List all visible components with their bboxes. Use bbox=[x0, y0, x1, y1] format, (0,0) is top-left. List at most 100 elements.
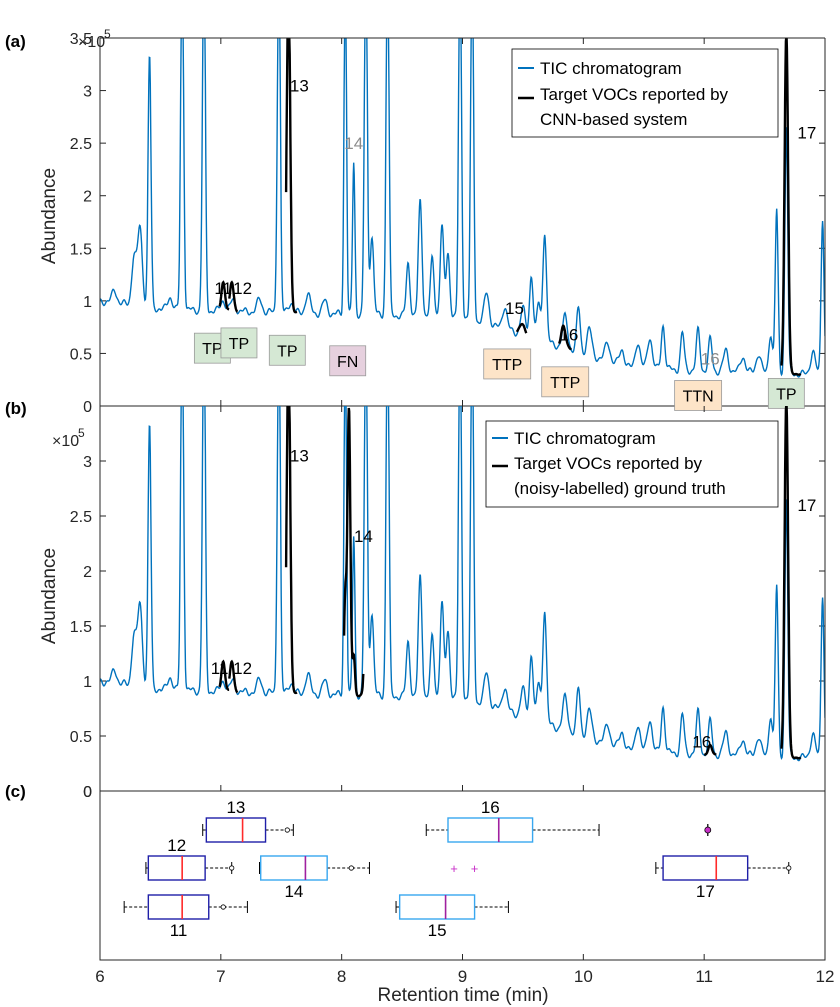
tag-box-ttp bbox=[541, 366, 590, 398]
x-tick-label: 6 bbox=[95, 967, 104, 986]
x-tick-label: 12 bbox=[816, 967, 835, 986]
panel-a-peak-labels: 11 12 13 14 15 16 16 17 bbox=[214, 76, 816, 368]
panel-a-exponent-power: 5 bbox=[104, 27, 111, 41]
peak-label: 16 bbox=[701, 350, 720, 369]
y-tick-label: 1 bbox=[83, 674, 92, 691]
peak-label: 17 bbox=[797, 124, 816, 143]
tag-box-fn bbox=[329, 345, 367, 377]
y-tick-label: 3 bbox=[83, 84, 92, 101]
box-rect bbox=[447, 817, 534, 843]
box-outlier-plus: + bbox=[471, 861, 479, 876]
panel-a-legend-box bbox=[511, 48, 779, 138]
peak-label: 11 bbox=[214, 279, 232, 298]
peak-label: 12 bbox=[233, 659, 252, 678]
tag-label-tp: TP bbox=[277, 343, 297, 360]
box-rect bbox=[147, 894, 210, 920]
tag-label-fn: FN bbox=[337, 354, 358, 371]
y-tick-label: 1.5 bbox=[70, 241, 92, 258]
panel-a-classification-tags: TP TP TP FN TTP TTP TTN TP bbox=[193, 327, 805, 411]
box-outlier bbox=[348, 865, 354, 871]
x-tick-label: 11 bbox=[695, 967, 713, 986]
tag-label-ttp: TTP bbox=[492, 357, 522, 374]
panel-a-legend: TIC chromatogram Target VOCs reported by… bbox=[511, 48, 779, 138]
peak-label: 13 bbox=[290, 76, 309, 95]
target-voc-segment bbox=[218, 280, 230, 311]
target-voc-segment bbox=[703, 743, 717, 756]
x-tick-label: 10 bbox=[574, 967, 593, 986]
tag-label-tp: TP bbox=[202, 341, 222, 358]
panel-c-plot-area: 0 13 16 12 14 + +17 11 15 bbox=[83, 784, 826, 961]
y-tick-label: 1 bbox=[83, 294, 92, 311]
x-tick-label: 9 bbox=[458, 967, 467, 986]
peak-label: 12 bbox=[233, 279, 252, 298]
panel-a-legend-target-1: Target VOCs reported by bbox=[540, 85, 729, 104]
y-tick-label: 0.5 bbox=[70, 729, 92, 746]
panel-b-tag: (b) bbox=[5, 399, 27, 418]
panel-a: (a) Abundance ×10 5 00.511.522.533.5 11 1… bbox=[5, 27, 826, 416]
tag-box-tp bbox=[268, 334, 306, 366]
y-tick-label: 0 bbox=[83, 399, 92, 416]
box-outlier bbox=[229, 865, 235, 871]
target-voc-segment bbox=[228, 280, 239, 313]
panel-a-legend-tic: TIC chromatogram bbox=[540, 59, 682, 78]
x-tick-label: 8 bbox=[337, 967, 346, 986]
tag-label-ttp: TTP bbox=[550, 375, 580, 392]
panel-b-yticks: 0 0.5 1 1.5 2 2.5 3 bbox=[70, 454, 825, 801]
panel-b-exponent-base: ×10 bbox=[52, 433, 79, 450]
y-tick-label: 2.5 bbox=[70, 136, 92, 153]
tag-box-tp bbox=[220, 327, 258, 359]
peak-label: 14 bbox=[344, 134, 363, 153]
peak-label: 15 bbox=[505, 299, 524, 318]
target-voc-segment bbox=[284, 406, 298, 695]
target-voc-segment bbox=[284, 38, 298, 314]
panel-b-ylabel: Abundance bbox=[39, 548, 60, 644]
y-tick-label: 2.5 bbox=[70, 509, 92, 526]
peak-label: 13 bbox=[290, 447, 309, 466]
box-rect bbox=[147, 855, 206, 881]
target-voc-segment bbox=[780, 406, 802, 760]
panel-b-exponent: ×10 5 bbox=[52, 426, 85, 450]
x-axis-label: Retention time (min) bbox=[377, 985, 548, 1006]
box-label: 15 bbox=[428, 921, 447, 940]
target-voc-segment bbox=[515, 322, 528, 334]
panel-b-legend-target-2: (noisy-labelled) ground truth bbox=[514, 479, 726, 498]
panel-c: (c) 0 13 16 12 14 + +17 11 15 6 7 8 9 10 11 12 Retenti… bbox=[5, 782, 834, 1006]
box-label: 16 bbox=[481, 798, 500, 817]
tag-label-tp: TP bbox=[776, 386, 796, 403]
panel-c-y-zero: 0 bbox=[83, 784, 92, 801]
box-outlier bbox=[284, 827, 290, 833]
peak-label: 16 bbox=[692, 733, 711, 752]
panel-b-legend-box bbox=[485, 420, 779, 508]
tag-label-ttn: TTN bbox=[683, 388, 714, 405]
y-tick-label: 1.5 bbox=[70, 619, 92, 636]
y-tick-label: 2 bbox=[83, 189, 92, 206]
box-outlier bbox=[704, 826, 712, 834]
box-label: 17 bbox=[696, 882, 715, 901]
panel-c-tag: (c) bbox=[5, 782, 26, 801]
panel-b-legend-tic: TIC chromatogram bbox=[514, 429, 656, 448]
box-outlier bbox=[786, 865, 792, 871]
panel-b-peak-labels: 11 12 13 14 16 17 bbox=[211, 447, 817, 752]
target-voc-segment bbox=[218, 659, 230, 691]
tag-box-ttp bbox=[483, 348, 532, 380]
panel-c-xticks: 6 7 8 9 10 11 12 bbox=[95, 954, 834, 986]
target-voc-segment bbox=[558, 324, 573, 351]
box-outlier-plus: + bbox=[450, 861, 458, 876]
y-tick-label: 3.5 bbox=[70, 31, 92, 48]
tag-label-tp: TP bbox=[229, 336, 249, 353]
target-voc-segment bbox=[342, 407, 365, 698]
panel-a-exponent-base: ×10 bbox=[78, 34, 105, 51]
box-rect bbox=[662, 855, 749, 881]
panel-b: (b) Abundance ×10 5 0 0.5 1 1.5 2 2.5 3 11 12 13… bbox=[5, 399, 826, 801]
box-rect bbox=[398, 894, 476, 920]
box-outlier bbox=[220, 904, 226, 910]
y-tick-label: 2 bbox=[83, 564, 92, 581]
box-label: 11 bbox=[170, 921, 188, 940]
peak-label: 17 bbox=[797, 496, 816, 515]
panel-b-exponent-power: 5 bbox=[78, 426, 85, 440]
tag-box-ttn bbox=[674, 380, 723, 411]
box-label: 14 bbox=[284, 882, 303, 901]
tag-box-tp bbox=[767, 377, 805, 409]
y-tick-label: 0 bbox=[83, 784, 92, 801]
